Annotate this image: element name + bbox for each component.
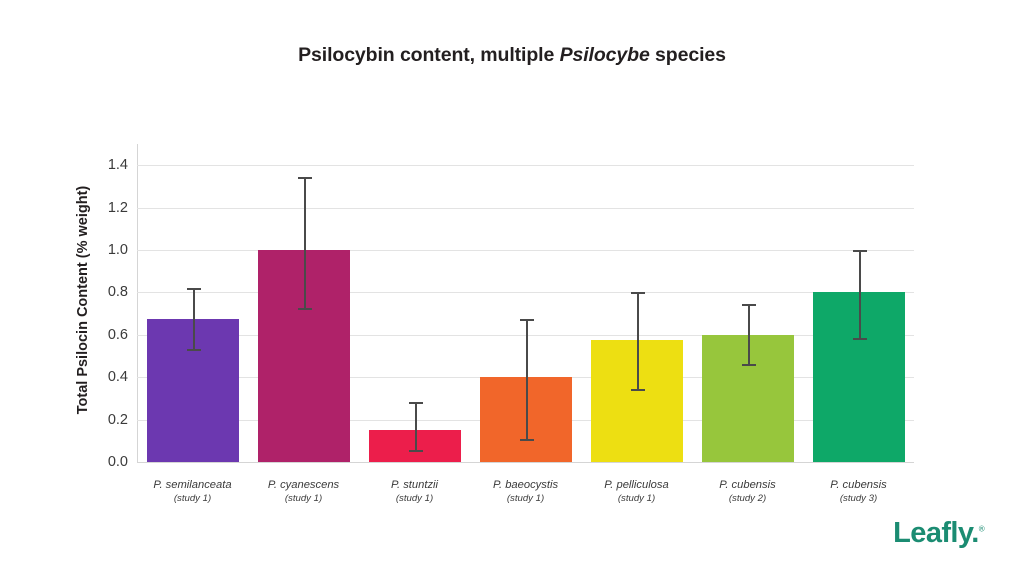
x-axis-study-label: (study 2) — [728, 492, 767, 504]
y-axis-tick-label: 1.0 — [107, 242, 128, 258]
error-bar-cap-top — [630, 292, 645, 295]
error-bar-stem — [747, 304, 750, 366]
error-bar-stem — [414, 401, 417, 453]
error-bar-stem — [192, 288, 195, 351]
error-bar — [519, 318, 534, 441]
error-bar-stem — [636, 292, 639, 391]
error-bar-stem — [858, 250, 861, 341]
error-bar — [852, 250, 867, 341]
chart-title-part-before: Psilocybin content, multiple — [298, 44, 560, 66]
chart-title-part-italic: Psilocybe — [559, 44, 650, 66]
gridline — [137, 250, 914, 251]
chart-title: Psilocybin content, multiple Psilocybe s… — [0, 44, 1024, 67]
gridline — [137, 292, 914, 294]
error-bar — [630, 292, 645, 391]
x-axis-study-label: (study 1) — [284, 492, 323, 504]
error-bar — [186, 288, 201, 351]
error-bar-cap-bottom — [408, 450, 423, 453]
x-axis-species-name: P. semilanceata — [153, 479, 232, 491]
x-axis-tick-label: P. semilanceata (study 1) — [137, 478, 248, 505]
x-axis-species-name: P. stuntzii — [390, 479, 439, 491]
error-bar-cap-bottom — [519, 438, 534, 441]
error-bar-cap-bottom — [297, 308, 312, 311]
error-bar-cap-top — [741, 304, 756, 307]
y-axis-tick-label: 1.4 — [107, 157, 128, 174]
gridline — [137, 165, 914, 167]
y-axis-tick-label: 0.6 — [107, 326, 128, 343]
x-axis-species-name: P. pelliculosa — [604, 479, 669, 491]
y-axis-tick-label: 0.0 — [107, 454, 128, 470]
x-axis-study-label: (study 1) — [506, 492, 545, 504]
y-axis-line — [137, 144, 138, 463]
x-axis-tick-label: P. cubensis (study 3) — [803, 478, 914, 505]
x-axis-tick-label: P. cubensis (study 2) — [692, 478, 803, 505]
error-bar-cap-bottom — [630, 388, 645, 391]
x-axis-tick-label: P. baeocystis (study 1) — [470, 478, 581, 505]
x-axis-species-name: P. cubensis — [719, 479, 776, 491]
error-bar-cap-bottom — [186, 348, 201, 351]
x-axis-study-label: (study 3) — [839, 492, 878, 504]
x-axis-tick-label: P. cyanescens (study 1) — [248, 478, 359, 505]
x-axis-tick-labels: P. semilanceata (study 1) P. cyanescens (st… — [137, 478, 914, 520]
error-bar-stem — [525, 318, 528, 441]
error-bar-cap-bottom — [852, 338, 867, 341]
x-axis-species-name: P. cubensis — [830, 479, 887, 491]
x-axis-species-name: P. cyanescens — [267, 479, 340, 491]
gridline — [137, 207, 914, 209]
error-bar-cap-top — [186, 288, 201, 291]
registered-mark: ® — [978, 524, 985, 534]
y-axis-tick-label: 0.8 — [107, 284, 128, 301]
leafly-logo-text: Leafly. — [893, 517, 979, 549]
y-axis-tick-labels: 1.4 1.2 1.0 0.8 0.6 0.4 0.2 0.0 — [62, 144, 128, 470]
plot-area — [137, 144, 914, 463]
y-axis-tick-label: 0.4 — [107, 369, 128, 386]
error-bar — [741, 304, 756, 366]
x-axis-study-label: (study 1) — [617, 492, 656, 504]
x-axis-study-label: (study 1) — [173, 492, 212, 504]
error-bar — [297, 176, 312, 311]
x-axis-tick-label: P. stuntzii (study 1) — [359, 478, 470, 505]
error-bar-stem — [303, 176, 306, 311]
chart-title-part-after: species — [649, 44, 726, 66]
x-axis-species-name: P. baeocystis — [492, 479, 559, 491]
leafly-logo: Leafly.® — [893, 517, 984, 550]
y-axis-tick-label: 0.2 — [107, 411, 128, 428]
x-axis-study-label: (study 1) — [395, 492, 434, 504]
error-bar-cap-top — [519, 318, 534, 321]
error-bar-cap-bottom — [741, 363, 756, 366]
error-bar-cap-top — [408, 401, 423, 404]
error-bar — [408, 401, 423, 453]
x-axis-tick-label: P. pelliculosa (study 1) — [581, 478, 692, 505]
gridline — [137, 462, 914, 463]
error-bar-cap-top — [852, 250, 867, 252]
y-axis-tick-label: 1.2 — [107, 199, 128, 216]
error-bar-cap-top — [297, 176, 312, 179]
